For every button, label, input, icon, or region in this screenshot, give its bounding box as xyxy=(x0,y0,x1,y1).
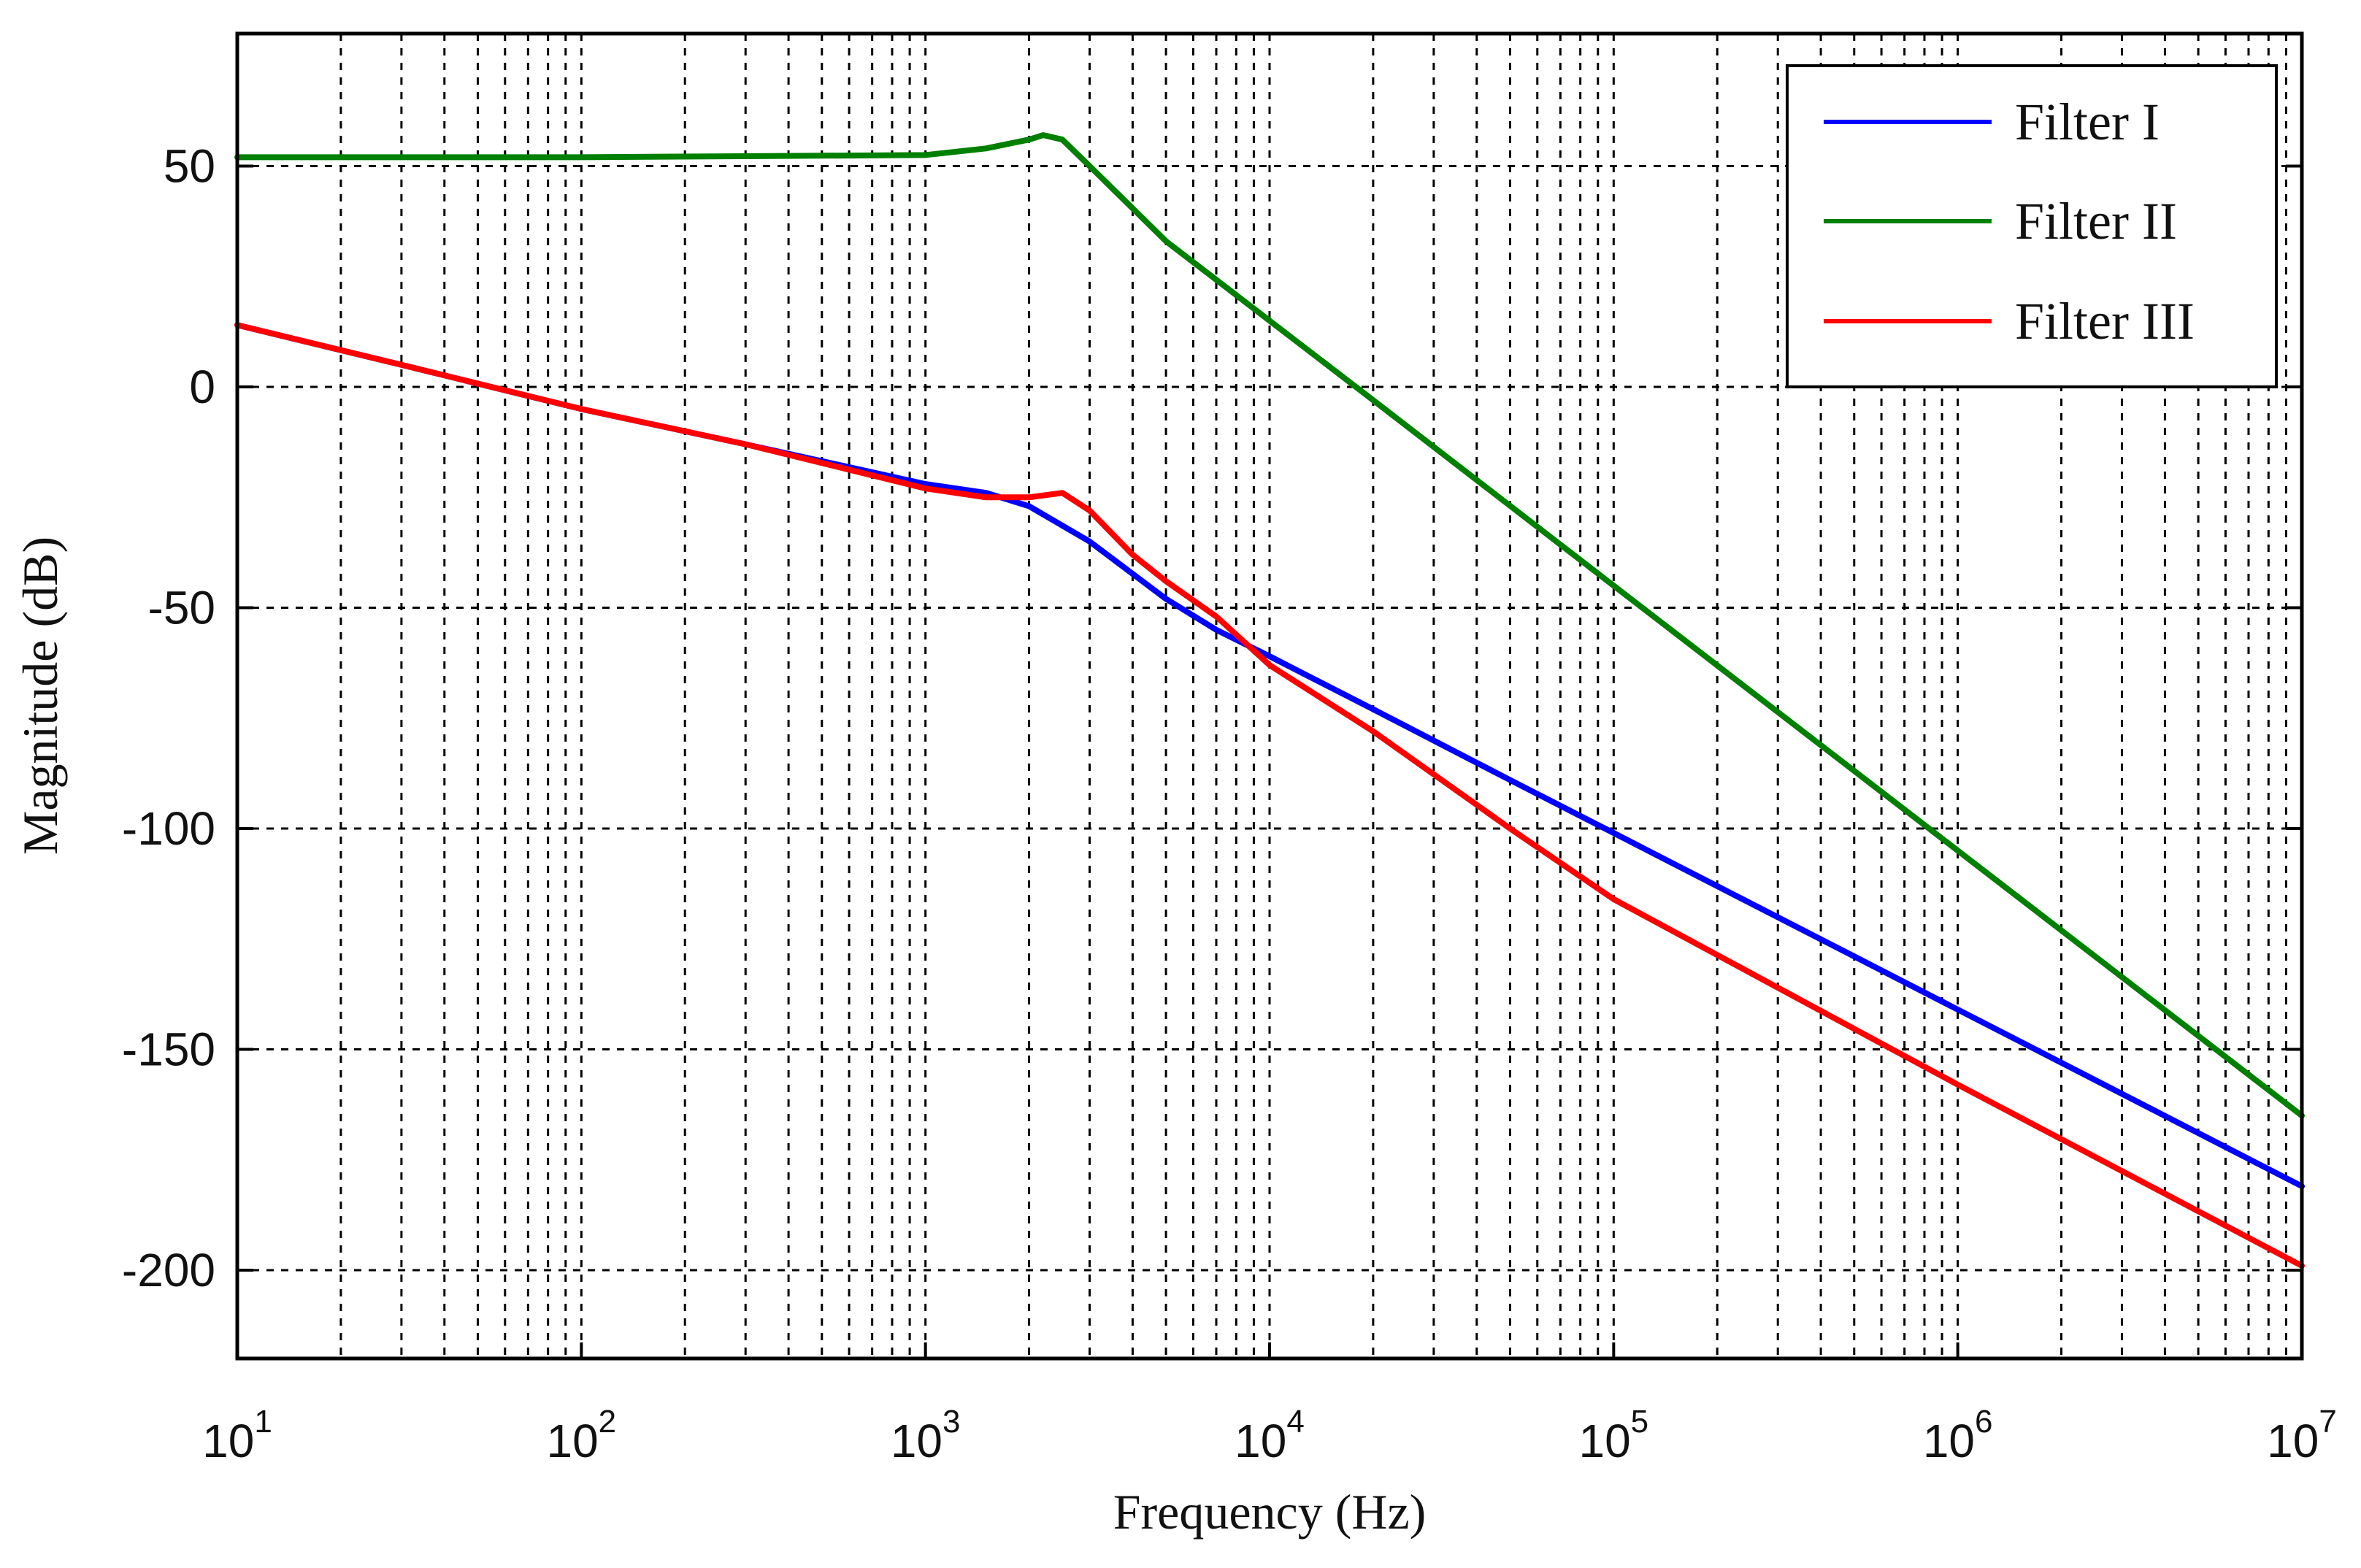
y-tick-label: -50 xyxy=(148,582,216,634)
y-axis-title: Magnitude (dB) xyxy=(12,537,68,855)
series-group xyxy=(234,132,2305,1269)
legend-label-filter-3: Filter III xyxy=(2015,292,2195,350)
y-tick-label: -200 xyxy=(122,1244,215,1296)
x-tick-label: 106 xyxy=(1923,1404,1993,1467)
y-tick-label: 0 xyxy=(189,361,215,413)
x-tick-label: 102 xyxy=(546,1404,616,1467)
series-line-filter-3 xyxy=(234,322,2305,1269)
legend-label-filter-2: Filter II xyxy=(2015,192,2177,250)
x-tick-label: 101 xyxy=(202,1404,272,1467)
y-tick-label: 50 xyxy=(164,140,215,193)
legend-box xyxy=(1786,64,2278,388)
x-axis-title: Frequency (Hz) xyxy=(1113,1484,1427,1540)
series-line-filter-2 xyxy=(234,132,2305,1119)
legend-label-filter-1: Filter I xyxy=(2015,93,2160,151)
x-tick-label: 107 xyxy=(2267,1404,2337,1467)
x-tick-label: 103 xyxy=(891,1404,961,1467)
x-tick-label: 104 xyxy=(1235,1404,1305,1467)
x-tick-label: 105 xyxy=(1578,1404,1648,1467)
y-tick-label: -100 xyxy=(122,802,215,855)
y-tick-label: -150 xyxy=(122,1023,215,1076)
legend: Filter I Filter II Filter III xyxy=(1786,64,2278,388)
